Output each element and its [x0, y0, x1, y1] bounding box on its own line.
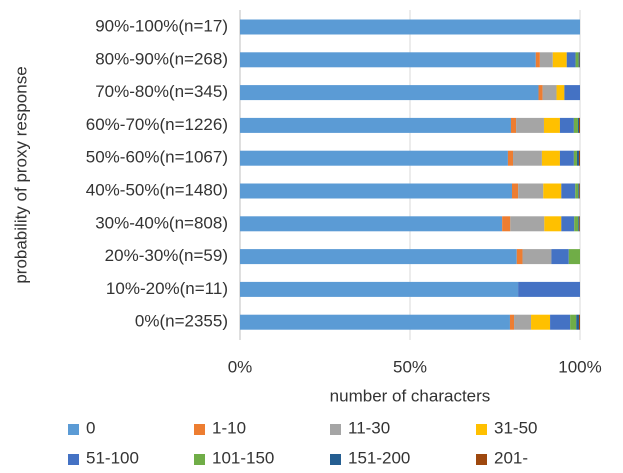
- bar-segment: [579, 183, 580, 199]
- bar-segment: [578, 183, 580, 199]
- y-tick-label: 20%-30%(n=59): [105, 246, 228, 265]
- bar-segment: [552, 52, 567, 68]
- bar-segment: [535, 52, 540, 68]
- bar-segment: [559, 150, 574, 166]
- bar-segment: [578, 314, 580, 330]
- y-tick-label: 50%-60%(n=1067): [86, 148, 228, 167]
- bar-segment: [577, 117, 579, 133]
- bar-segment: [240, 249, 517, 265]
- x-tick-label: 100%: [558, 357, 601, 376]
- bar-segment: [502, 216, 511, 232]
- legend-swatch: [330, 424, 341, 435]
- bar-segment: [576, 150, 579, 166]
- bar-segment: [539, 52, 553, 68]
- legend-label: 31-50: [494, 418, 537, 437]
- bar-segment: [556, 85, 565, 101]
- bar-segment: [507, 150, 514, 166]
- legend-label: 11-30: [348, 418, 390, 437]
- bar-segment: [575, 183, 579, 199]
- y-tick-label: 30%-40%(n=808): [95, 213, 228, 232]
- bar-segment: [551, 249, 569, 265]
- bar-segment: [568, 249, 580, 265]
- legend-swatch: [330, 454, 341, 465]
- bar-segment: [240, 216, 503, 232]
- bar-segment: [566, 52, 576, 68]
- legend-swatch: [194, 454, 205, 465]
- bar-segment: [531, 314, 551, 330]
- bar-segment: [544, 216, 562, 232]
- legend-label: 0: [86, 418, 95, 437]
- bar-segment: [240, 314, 510, 330]
- bar-segment: [513, 150, 542, 166]
- bar-segment: [574, 216, 579, 232]
- bar-segment: [240, 183, 512, 199]
- bar-segment: [543, 117, 560, 133]
- bar-segment: [509, 314, 515, 330]
- x-tick-label: 0%: [228, 357, 253, 376]
- y-tick-label: 60%-70%(n=1226): [86, 115, 228, 134]
- bar-segment: [578, 150, 580, 166]
- bar-segment: [573, 117, 578, 133]
- bar-segment: [240, 19, 580, 35]
- y-tick-label: 40%-50%(n=1480): [86, 180, 228, 199]
- legend-label: 101-150: [212, 448, 274, 467]
- bar-segment: [516, 249, 523, 265]
- x-tick-label: 50%: [393, 357, 427, 376]
- legend-swatch: [476, 454, 487, 465]
- bar-segment: [516, 117, 544, 133]
- y-tick-label: 70%-80%(n=345): [95, 82, 228, 101]
- legend-label: 1-10: [212, 418, 246, 437]
- y-tick-label: 90%-100%(n=17): [95, 16, 228, 35]
- bar-segment: [559, 117, 574, 133]
- legend-swatch: [194, 424, 205, 435]
- bar-segment: [541, 150, 560, 166]
- bar-segment: [240, 52, 536, 68]
- bar-segment: [240, 117, 511, 133]
- bar-segment: [542, 85, 557, 101]
- bar-segment: [561, 216, 575, 232]
- bar-segment: [578, 216, 580, 232]
- x-axis-label: number of characters: [330, 386, 491, 405]
- bar-segment: [573, 150, 577, 166]
- bar-segment: [522, 249, 552, 265]
- bar-segment: [240, 85, 539, 101]
- bar-segment: [512, 183, 519, 199]
- bar-segment: [514, 314, 532, 330]
- bar-segment: [240, 281, 519, 297]
- y-tick-label: 80%-90%(n=268): [95, 49, 228, 68]
- legend-swatch: [68, 424, 79, 435]
- legend-swatch: [476, 424, 487, 435]
- bar-segment: [518, 183, 544, 199]
- bar-segment: [550, 314, 571, 330]
- bar-segment: [579, 216, 580, 232]
- bar-segment: [543, 183, 562, 199]
- y-axis-label: probability of proxy response: [11, 66, 30, 283]
- bar-segment: [240, 150, 508, 166]
- bar-segment: [561, 183, 576, 199]
- bar-segment: [578, 52, 580, 68]
- bar-segment: [564, 85, 580, 101]
- legend-label: 151-200: [348, 448, 410, 467]
- y-tick-label: 0%(n=2355): [135, 312, 228, 331]
- bar-segment: [570, 314, 577, 330]
- bar-segment: [518, 281, 580, 297]
- y-tick-label: 10%-20%(n=11): [106, 279, 228, 298]
- bar-segment: [576, 314, 579, 330]
- legend-swatch: [68, 454, 79, 465]
- legend-label: 51-100: [86, 448, 139, 467]
- bar-segment: [578, 117, 580, 133]
- bar-segment: [575, 52, 579, 68]
- bar-segment: [538, 85, 543, 101]
- bar-segment: [510, 117, 517, 133]
- bar-segment: [510, 216, 545, 232]
- legend-label: 201-: [494, 448, 528, 467]
